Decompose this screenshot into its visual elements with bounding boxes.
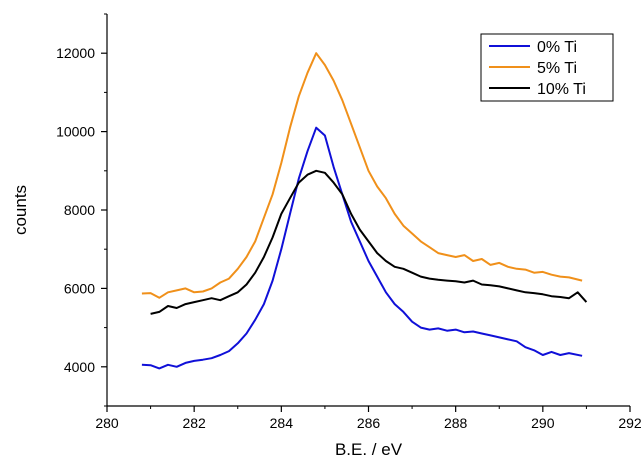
tick-labels: 280 282 284 286 288 290 292 4000 6000 8000 10000 12… (56, 45, 642, 431)
y-tick-label: 10000 (56, 124, 95, 140)
x-tick-label: 286 (357, 415, 381, 431)
y-tick-label: 6000 (64, 280, 95, 296)
x-tick-label: 290 (531, 415, 555, 431)
x-tick-label: 288 (444, 415, 468, 431)
plot-lines (141, 52, 588, 370)
legend-label: 5% Ti (537, 60, 577, 77)
y-tick-label: 8000 (64, 202, 95, 218)
y-tick-label: 4000 (64, 359, 95, 375)
series-line-0 (141, 126, 583, 370)
legend: 0% Ti 5% Ti 10% Ti (480, 33, 614, 102)
x-tick-label: 284 (270, 415, 294, 431)
ticks (101, 13, 631, 412)
x-tick-label: 282 (182, 415, 206, 431)
x-tick-label: 292 (618, 415, 642, 431)
legend-label: 10% Ti (537, 81, 586, 98)
y-tick-label: 12000 (56, 45, 95, 61)
x-axis-title: B.E. / eV (335, 440, 403, 459)
series-line-1 (141, 52, 583, 299)
series-line-2 (150, 169, 588, 315)
legend-label: 0% Ti (537, 39, 577, 56)
x-tick-label: 280 (95, 415, 119, 431)
y-axis-title: counts (11, 185, 30, 235)
